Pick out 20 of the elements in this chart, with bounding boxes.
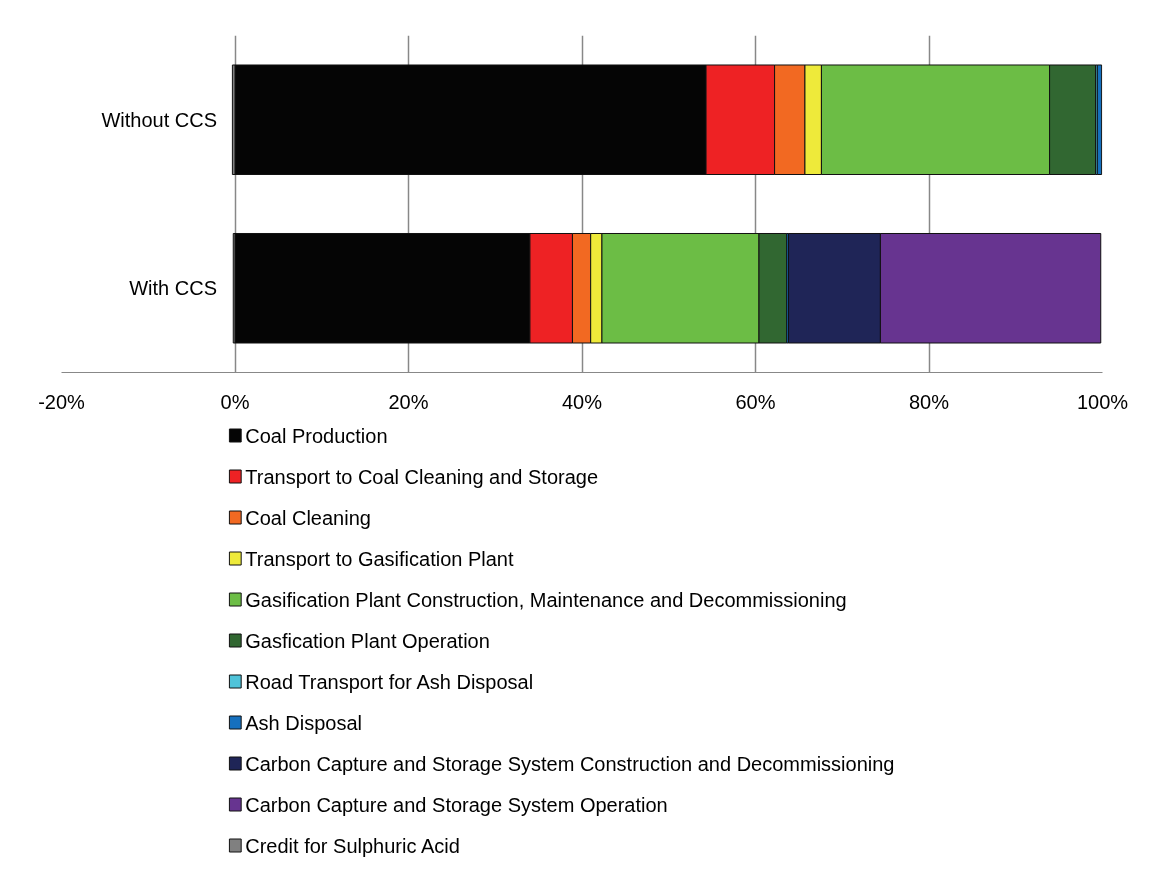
x-tick-label: 20%: [388, 390, 429, 413]
legend-label: Carbon Capture and Storage System Operation: [245, 793, 668, 816]
legend-label: Transport to Coal Cleaning and Storage: [245, 465, 599, 488]
x-tick-label: 40%: [561, 390, 603, 413]
x-tick-label: -20%: [38, 390, 86, 413]
x-tick-label: 100%: [1076, 390, 1129, 413]
x-tick-label: 80%: [908, 390, 950, 413]
legend-label: Transport to Gasification Plant: [245, 547, 514, 570]
legend-label: Ash Disposal: [245, 711, 362, 734]
x-tick-label: 0%: [220, 390, 250, 413]
legend-label: Credit for Sulphuric Acid: [245, 834, 460, 857]
y-tick-label: With CCS: [129, 277, 218, 300]
legend-label: Coal Cleaning: [245, 506, 371, 529]
x-tick-label: 60%: [735, 390, 776, 413]
legend-label: Road Transport for Ash Disposal: [245, 670, 534, 693]
legend-label: Gasfication Plant Operation: [245, 629, 490, 652]
legend-label: Coal Production: [245, 424, 388, 447]
legend-label: Carbon Capture and Storage System Construction and Decommissioning: [245, 752, 895, 775]
legend-label: Gasification Plant Construction, Maintenance and Decommissioning: [245, 588, 847, 611]
y-tick-label: Without CCS: [101, 108, 218, 131]
